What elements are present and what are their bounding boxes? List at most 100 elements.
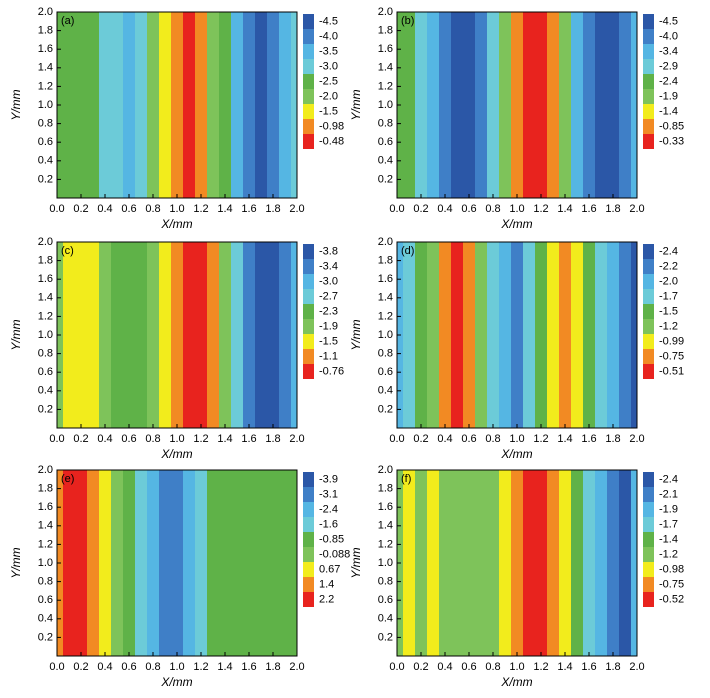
contour-band bbox=[451, 12, 464, 198]
panel-label: (c) bbox=[61, 245, 74, 257]
contour-band bbox=[63, 12, 76, 198]
colorbar-label: -3.5 bbox=[319, 45, 338, 57]
colorbar-label: -0.98 bbox=[319, 120, 344, 132]
x-tick-label: 0.0 bbox=[49, 661, 64, 673]
contour-band bbox=[111, 242, 124, 428]
y-tick-label: 0.8 bbox=[38, 348, 53, 360]
contour-band bbox=[523, 12, 536, 198]
y-tick-label: 1.8 bbox=[38, 483, 53, 495]
y-tick-label: 1.8 bbox=[378, 25, 393, 37]
colorbar-label: -3.4 bbox=[659, 45, 678, 57]
colorbar-label: -4.0 bbox=[659, 30, 678, 42]
contour-band bbox=[427, 12, 440, 198]
contour-band bbox=[595, 12, 608, 198]
contour-band bbox=[559, 242, 572, 428]
x-tick-label: 0.6 bbox=[461, 661, 476, 673]
x-tick-label: 2.0 bbox=[289, 661, 304, 673]
y-tick-label: 1.2 bbox=[38, 80, 53, 92]
colorbar-swatch bbox=[303, 562, 314, 577]
contour-band bbox=[63, 470, 76, 656]
colorbar-swatch bbox=[643, 244, 654, 259]
colorbar-label: -2.4 bbox=[659, 75, 678, 87]
y-tick-label: 0.4 bbox=[38, 155, 53, 167]
x-tick-label: 1.2 bbox=[533, 203, 548, 215]
y-tick-label: 1.0 bbox=[38, 557, 53, 569]
contour-band bbox=[487, 12, 500, 198]
x-tick-label: 1.4 bbox=[217, 203, 232, 215]
contour-band bbox=[99, 12, 112, 198]
contour-band bbox=[255, 12, 268, 198]
x-tick-label: 1.2 bbox=[533, 661, 548, 673]
contour-band bbox=[219, 12, 232, 198]
colorbar-label: -3.8 bbox=[319, 245, 338, 257]
colorbar-swatch bbox=[643, 89, 654, 104]
colorbar-swatch bbox=[303, 59, 314, 74]
contour-band bbox=[123, 242, 136, 428]
contour-band bbox=[87, 470, 100, 656]
panel-label: (f) bbox=[401, 473, 411, 485]
colorbar-swatch bbox=[643, 29, 654, 44]
colorbar-swatch bbox=[303, 517, 314, 532]
contour-band bbox=[475, 12, 488, 198]
panel: (d) 0.0 0.2 0.4 0.6 0.8 1.0 1.2 1.4 1.6 1.8 2.0 0.2 0… bbox=[349, 236, 684, 461]
x-tick-label: 1.6 bbox=[581, 433, 596, 445]
panel: (e) 0.0 0.2 0.4 0.6 0.8 1.0 1.2 1.4 1.6 1.8 2.0 0.2 0… bbox=[9, 464, 350, 689]
y-tick-label: 0.4 bbox=[378, 613, 393, 625]
colorbar-label: -2.4 bbox=[659, 245, 678, 257]
y-tick-label: 0.2 bbox=[38, 631, 53, 643]
contour-band bbox=[255, 470, 268, 656]
colorbar-label: 2.2 bbox=[319, 593, 334, 605]
x-tick-label: 0.4 bbox=[437, 433, 452, 445]
x-tick-label: 1.0 bbox=[169, 203, 184, 215]
x-tick-label: 2.0 bbox=[629, 203, 644, 215]
colorbar-label: -3.1 bbox=[319, 488, 338, 500]
contour-band bbox=[571, 470, 584, 656]
x-tick-label: 0.8 bbox=[145, 433, 160, 445]
contour-band bbox=[583, 470, 596, 656]
x-tick-label: 0.2 bbox=[413, 203, 428, 215]
x-tick-label: 1.8 bbox=[265, 433, 280, 445]
x-axis-label: X/mm bbox=[500, 675, 532, 689]
y-tick-label: 0.4 bbox=[38, 613, 53, 625]
contour-band bbox=[439, 470, 452, 656]
colorbar-swatch bbox=[303, 244, 314, 259]
contour-band bbox=[111, 12, 124, 198]
contour-band bbox=[183, 12, 196, 198]
colorbar-label: -0.088 bbox=[319, 548, 350, 560]
y-tick-label: 1.8 bbox=[38, 25, 53, 37]
contour-band bbox=[63, 242, 76, 428]
x-tick-label: 1.8 bbox=[605, 203, 620, 215]
y-tick-label: 2.0 bbox=[378, 6, 393, 18]
colorbar-swatch bbox=[643, 274, 654, 289]
contour-band bbox=[511, 12, 524, 198]
x-tick-label: 1.0 bbox=[509, 203, 524, 215]
colorbar-label: -3.0 bbox=[319, 60, 338, 72]
x-tick-label: 1.2 bbox=[533, 433, 548, 445]
y-tick-label: 0.4 bbox=[378, 155, 393, 167]
contour-band bbox=[75, 12, 88, 198]
contour-band bbox=[171, 242, 184, 428]
y-axis-label: Y/mm bbox=[349, 547, 363, 578]
y-tick-label: 0.6 bbox=[378, 594, 393, 606]
colorbar-swatch bbox=[643, 289, 654, 304]
contour-band bbox=[547, 12, 560, 198]
contour-band bbox=[219, 242, 232, 428]
y-tick-label: 0.4 bbox=[38, 385, 53, 397]
colorbar-label: -2.0 bbox=[659, 275, 678, 287]
colorbar-swatch bbox=[303, 89, 314, 104]
contour-band bbox=[195, 12, 208, 198]
y-tick-label: 0.6 bbox=[38, 136, 53, 148]
x-tick-label: 0.0 bbox=[389, 203, 404, 215]
contour-band bbox=[559, 12, 572, 198]
contour-band bbox=[147, 242, 160, 428]
y-tick-label: 1.2 bbox=[378, 310, 393, 322]
colorbar-label: -2.5 bbox=[319, 75, 338, 87]
x-tick-label: 0.8 bbox=[485, 203, 500, 215]
colorbar-swatch bbox=[303, 364, 314, 379]
x-tick-label: 2.0 bbox=[289, 203, 304, 215]
contour-band bbox=[279, 12, 292, 198]
contour-band bbox=[427, 242, 440, 428]
contour-band bbox=[231, 242, 244, 428]
contour-band bbox=[135, 470, 148, 656]
y-tick-label: 0.6 bbox=[378, 136, 393, 148]
